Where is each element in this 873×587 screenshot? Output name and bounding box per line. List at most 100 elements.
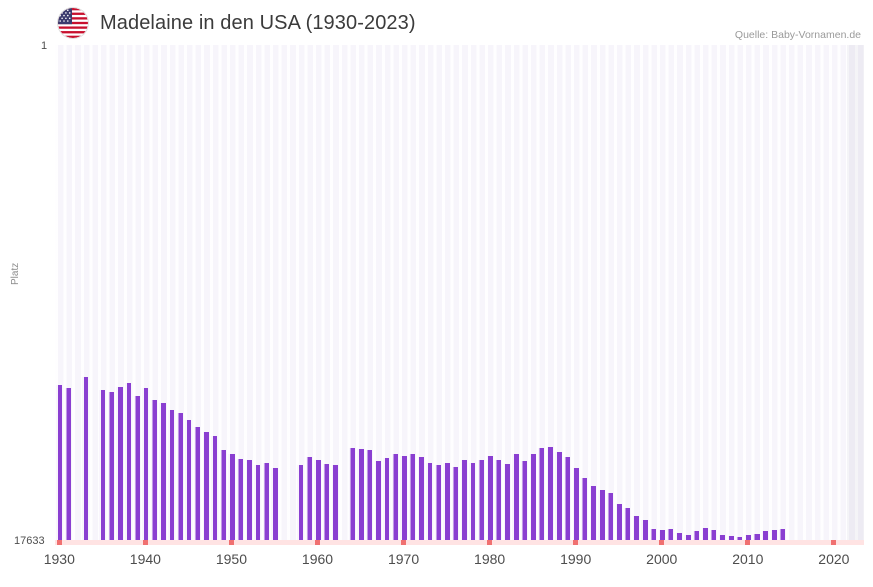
bar-1995[interactable]	[615, 504, 622, 540]
bar-2012[interactable]	[761, 531, 769, 540]
x-tick-mark-2010	[745, 540, 751, 545]
bar-2006[interactable]	[710, 530, 717, 540]
bar-1974[interactable]	[434, 465, 442, 540]
bar-1968[interactable]	[383, 458, 390, 540]
bar-1954[interactable]	[262, 463, 269, 540]
x-tick-mark-1970	[401, 540, 407, 545]
bar-1973[interactable]	[426, 463, 433, 540]
bar-1953[interactable]	[254, 465, 261, 540]
bar-1991[interactable]	[581, 478, 588, 540]
y-axis-label: Platz	[10, 262, 21, 285]
bar-1979[interactable]	[477, 460, 485, 540]
bar-1985[interactable]	[529, 454, 536, 540]
bar-1950[interactable]	[228, 454, 235, 540]
bar-1959[interactable]	[305, 457, 312, 540]
x-tick-label-2010: 2010	[732, 551, 764, 567]
bar-1952[interactable]	[245, 460, 252, 540]
x-tick-mark-1940	[142, 540, 148, 545]
bar-1980[interactable]	[486, 456, 493, 540]
bar-1992[interactable]	[589, 486, 596, 540]
bar-1931[interactable]	[64, 388, 71, 540]
bar-1969[interactable]	[391, 454, 399, 540]
x-tick-mark-2020	[831, 540, 837, 545]
us-flag-icon	[58, 8, 88, 38]
bar-1978[interactable]	[469, 463, 476, 540]
bar-1941[interactable]	[150, 400, 158, 540]
bar-1984[interactable]	[520, 461, 528, 540]
x-tick-mark-1950	[228, 540, 234, 545]
bar-1942[interactable]	[159, 403, 166, 540]
bar-2014[interactable]	[779, 529, 786, 540]
bar-2004[interactable]	[693, 531, 700, 540]
bar-1966[interactable]	[366, 450, 373, 540]
page-title: Madelaine in den USA (1930-2023)	[100, 12, 416, 34]
x-tick-mark-1990	[573, 540, 579, 545]
bar-2002[interactable]	[675, 533, 683, 540]
bar-1964[interactable]	[348, 448, 355, 540]
x-tick-label-1930: 1930	[43, 551, 75, 567]
bar-1971[interactable]	[409, 454, 416, 540]
bar-1955[interactable]	[271, 468, 278, 540]
bar-1998[interactable]	[641, 520, 648, 540]
bar-1982[interactable]	[503, 464, 510, 540]
bar-1993[interactable]	[598, 490, 605, 540]
bar-1937[interactable]	[116, 387, 123, 540]
bar-1951[interactable]	[236, 459, 244, 540]
x-tick-label-2000: 2000	[646, 551, 678, 567]
bar-1939[interactable]	[133, 396, 140, 540]
bar-1967[interactable]	[374, 461, 381, 540]
bar-1981[interactable]	[495, 460, 502, 540]
x-tick-label-1940: 1940	[129, 551, 161, 567]
x-tick-mark-1930	[56, 540, 62, 545]
y-axis-tick-top: 1	[41, 40, 48, 52]
bar-1947[interactable]	[202, 432, 209, 540]
bar-1996[interactable]	[624, 508, 631, 540]
bar-2013[interactable]	[770, 530, 777, 540]
bar-1965[interactable]	[357, 449, 364, 540]
x-tick-mark-1960	[314, 540, 320, 545]
bar-1960[interactable]	[314, 460, 321, 540]
bar-1970[interactable]	[400, 456, 407, 540]
bar-1935[interactable]	[99, 390, 106, 540]
bar-1962[interactable]	[331, 465, 338, 540]
bar-1997[interactable]	[632, 516, 640, 540]
bar-1975[interactable]	[443, 463, 450, 540]
x-tick-label-1970: 1970	[387, 551, 420, 567]
bar-1930[interactable]	[56, 385, 63, 540]
bar-1999[interactable]	[650, 529, 657, 540]
bar-1994[interactable]	[607, 493, 614, 540]
bar-1946[interactable]	[193, 427, 201, 540]
x-tick-mark-2000	[659, 540, 665, 545]
x-tick-label-1980: 1980	[474, 551, 506, 567]
bar-1949[interactable]	[219, 450, 226, 540]
bar-1958[interactable]	[297, 465, 304, 540]
bar-1936[interactable]	[107, 392, 115, 540]
x-tick-label-2020: 2020	[818, 551, 850, 567]
bar-2001[interactable]	[667, 529, 674, 540]
y-axis-tick-bottom: 17633	[14, 535, 45, 547]
x-tick-label-1950: 1950	[215, 551, 247, 567]
bar-1938[interactable]	[125, 383, 132, 540]
bar-1990[interactable]	[572, 468, 579, 540]
bar-1987[interactable]	[546, 447, 553, 540]
bar-1972[interactable]	[417, 457, 424, 540]
bar-1933[interactable]	[82, 377, 89, 540]
bar-1988[interactable]	[555, 452, 562, 540]
x-tick-mark-1980	[487, 540, 493, 545]
bar-2000[interactable]	[658, 530, 665, 540]
bar-1944[interactable]	[176, 413, 183, 540]
bar-1976[interactable]	[452, 467, 459, 540]
x-tick-label-1990: 1990	[560, 551, 592, 567]
bar-1961[interactable]	[323, 464, 330, 540]
bar-1948[interactable]	[211, 436, 218, 540]
bar-1977[interactable]	[460, 460, 467, 540]
bar-1940[interactable]	[142, 388, 149, 540]
bar-2005[interactable]	[701, 528, 708, 540]
x-axis: 1930 1940 1950 1960 1970 1980 1990 2000 2010 2020	[44, 540, 864, 587]
bar-1986[interactable]	[538, 448, 545, 540]
bar-1983[interactable]	[512, 454, 519, 540]
bar-1943[interactable]	[168, 410, 175, 540]
bar-1945[interactable]	[185, 420, 192, 540]
bar-1989[interactable]	[563, 457, 571, 540]
